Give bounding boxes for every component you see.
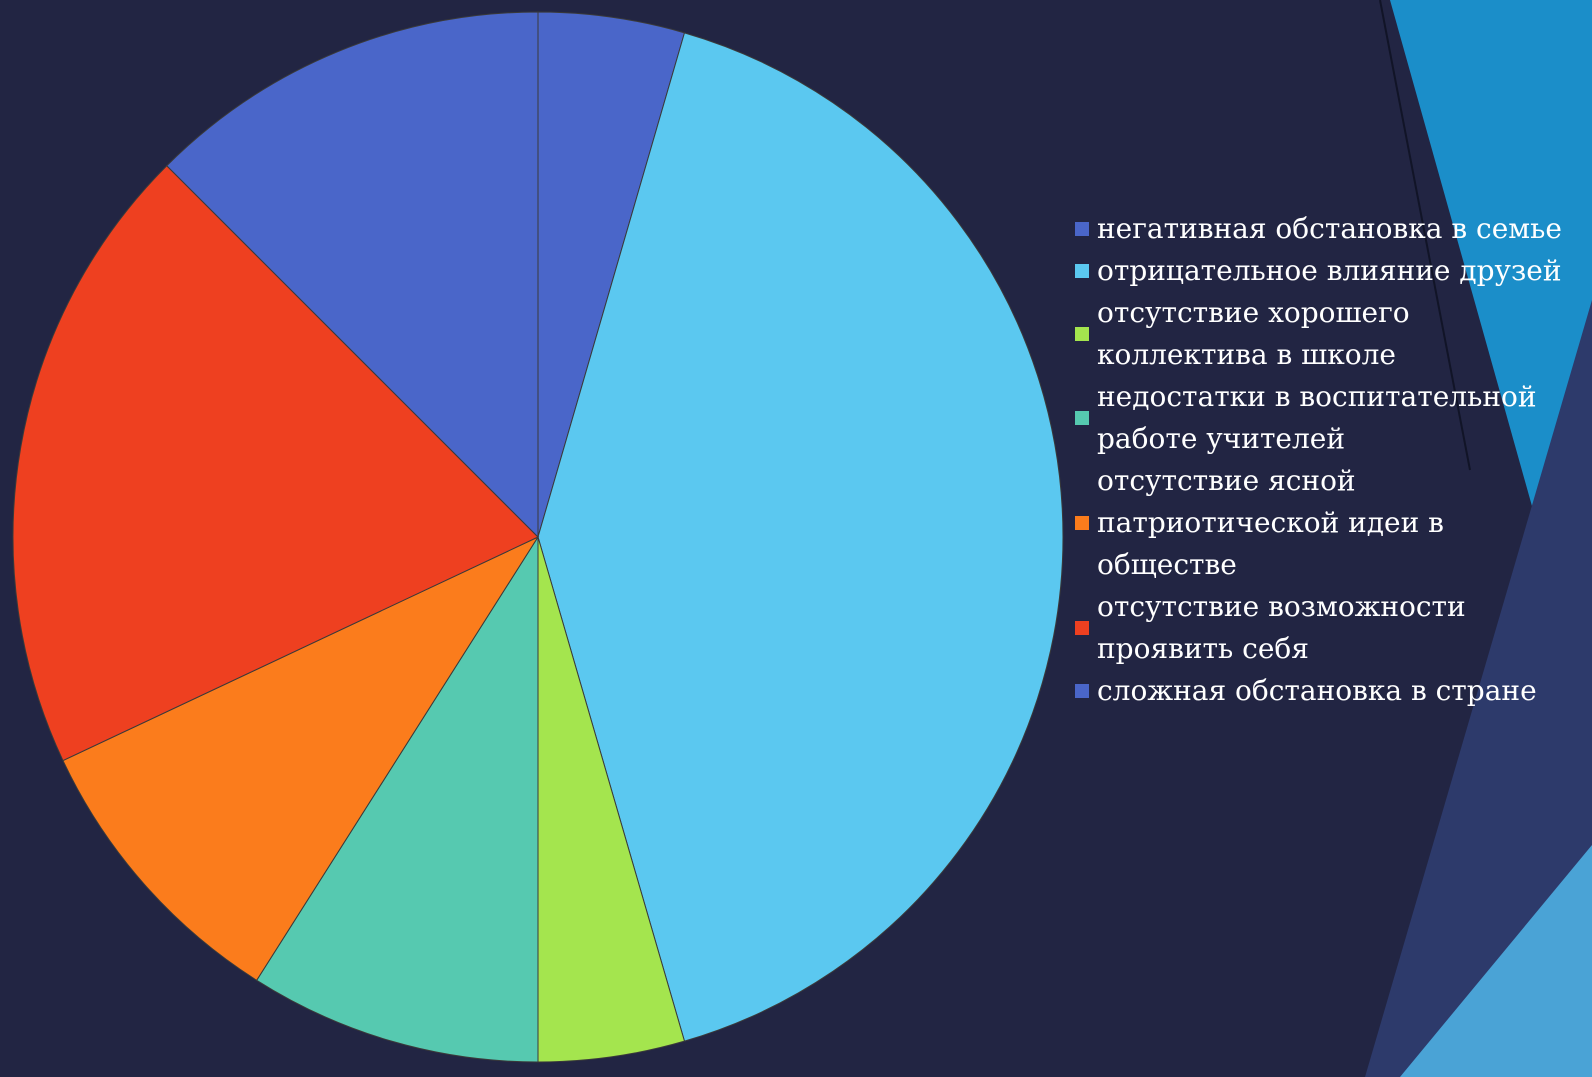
legend-swatch	[1075, 621, 1089, 635]
legend-item-2: отрицательное влияние друзей	[1075, 250, 1575, 292]
legend-item-5: отсутствие ясной патриотической идеи в о…	[1075, 460, 1575, 586]
legend-item-1: негативная обстановка в семье	[1075, 208, 1575, 250]
legend-item-6: отсутствие возможности проявить себя	[1075, 586, 1575, 670]
pie-slice-6	[12, 165, 539, 762]
pie-slice-5	[62, 535, 540, 981]
pie-slice-2	[537, 32, 1064, 1042]
legend-label: отрицательное влияние друзей	[1097, 254, 1562, 287]
divider-line	[1379, 0, 1471, 471]
legend-swatch	[1075, 264, 1089, 278]
legend-swatch	[1075, 684, 1089, 698]
legend-label: отсутствие ясной патриотической идеи в о…	[1097, 464, 1444, 581]
legend-label: негативная обстановка в семье	[1097, 212, 1562, 245]
legend-item-4: недостатки в воспитательной работе учите…	[1075, 376, 1575, 460]
legend-swatch	[1075, 516, 1089, 530]
legend-label: сложная обстановка в стране	[1097, 674, 1537, 707]
pie-slice-7	[166, 11, 539, 539]
legend-item-7: сложная обстановка в стране	[1075, 670, 1575, 712]
legend-label: отсутствие хорошего коллектива в школе	[1097, 296, 1410, 371]
legend-label: недостатки в воспитательной работе учите…	[1097, 380, 1537, 455]
pie-slice-4	[255, 535, 539, 1063]
navy-panel-shape	[1365, 300, 1592, 1077]
legend-swatch	[1075, 411, 1089, 425]
legend-label: отсутствие возможности проявить себя	[1097, 590, 1466, 665]
light-blue-triangle-shape	[1400, 845, 1592, 1077]
pie-chart	[12, 11, 1064, 1063]
legend-item-3: отсутствие хорошего коллектива в школе	[1075, 292, 1575, 376]
chart-legend: негативная обстановка в семье отрицательн…	[1075, 208, 1575, 712]
legend-swatch	[1075, 327, 1089, 341]
legend-swatch	[1075, 222, 1089, 236]
